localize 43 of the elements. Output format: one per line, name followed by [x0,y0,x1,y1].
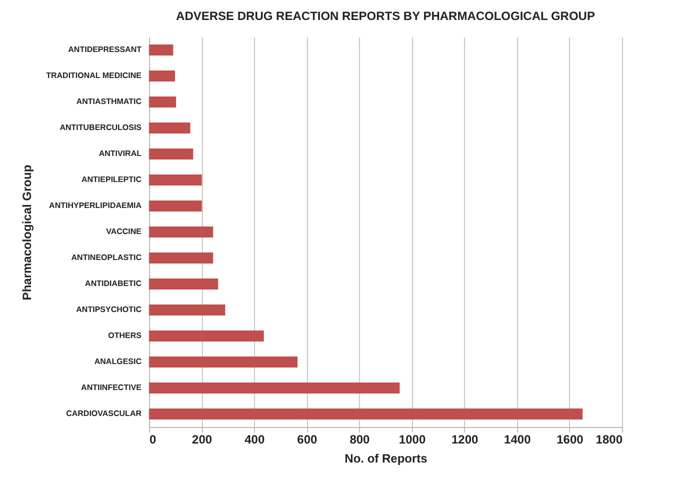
x-tick-label: 800 [350,432,370,446]
bar [149,200,202,212]
y-tick-label: ANALGESIC [94,357,142,366]
y-tick-label: VACCINE [106,227,142,236]
y-tick-label: ANTIDEPRESSANT [68,45,142,54]
y-tick-label: OTHERS [108,331,142,340]
x-tick-label: 0 [150,432,156,446]
y-tick-label: ANTIINFECTIVE [81,383,142,392]
bar [149,356,298,368]
bar [149,174,202,186]
x-tick-label: 1000 [398,432,426,446]
chart-title: ADVERSE DRUG REACTION REPORTS BY PHARMACOLOGICAL GROUP [176,9,595,23]
bar [149,70,176,82]
bar [149,330,264,342]
bar [149,382,400,394]
bar [149,304,226,316]
x-tick-label: 1400 [504,432,532,446]
bar [149,408,583,420]
bar [149,252,214,264]
x-tick-label: 400 [244,432,265,446]
y-tick-label: CARDIOVASCULAR [66,409,142,418]
y-tick-label: TRADITIONAL MEDICINE [46,71,142,80]
y-tick-label: ANTIPSYCHOTIC [76,305,142,314]
bar [149,226,214,238]
bar [149,122,190,134]
y-tick-label: ANTIASTHMATIC [76,97,142,106]
x-tick-label: 1800 [596,432,623,446]
x-tick-label: 600 [297,432,318,446]
y-tick-label: ANTIHYPERLIPIDAEMIA [49,201,142,210]
y-tick-label: ANTIEPILEPTIC [81,175,142,184]
x-tick-label: 1600 [556,432,584,446]
bar [149,148,194,160]
bar [149,278,218,290]
x-tick-label: 1200 [451,432,479,446]
bar [149,96,176,108]
y-tick-label: ANTITUBERCULOSIS [60,123,142,132]
x-tick-label: 200 [192,432,212,446]
x-axis-title: No. of Reports [344,452,428,466]
y-tick-label: ANTIDIABETIC [85,279,142,288]
y-tick-label: ANTIVIRAL [98,149,142,158]
y-axis-title: Pharmacological Group [20,164,34,300]
bar [149,44,174,56]
y-tick-label: ANTINEOPLASTIC [71,253,142,262]
